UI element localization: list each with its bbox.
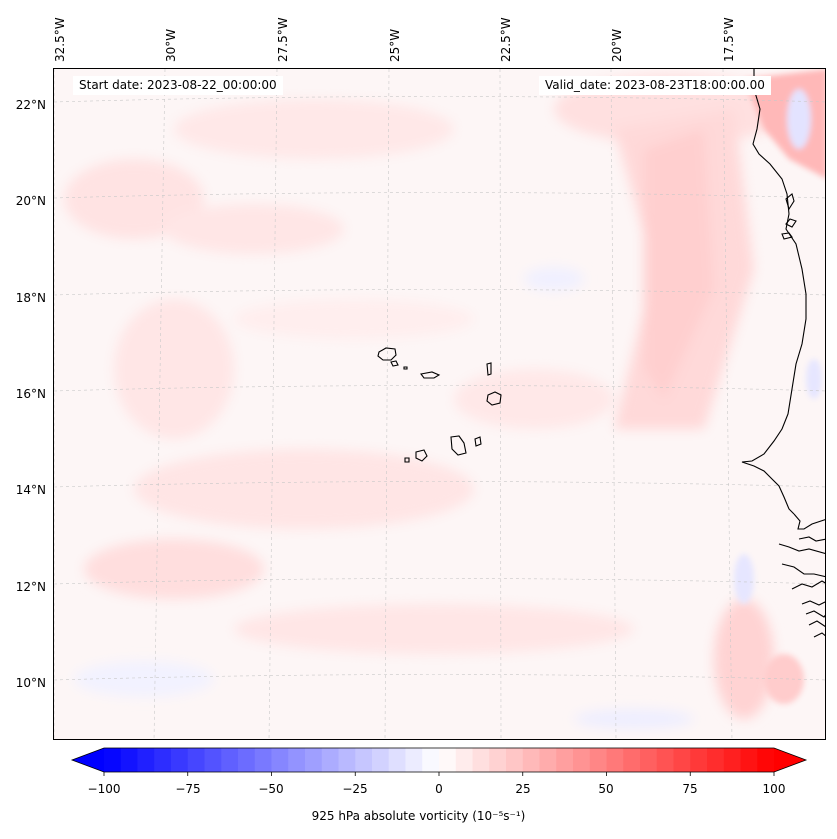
valid-date-label: Valid_date: 2023-08-23T18:00:00.00 [539, 76, 771, 95]
colorbar-cell [673, 748, 691, 772]
colorbar-tick-label: 100 [762, 782, 786, 796]
colorbar-cell [556, 748, 574, 772]
colorbar-cell [606, 748, 624, 772]
santiago-island [450, 435, 467, 456]
colorbar-tick-label: −25 [342, 782, 368, 796]
colorbar-cell [305, 748, 323, 772]
brava-island [404, 457, 410, 463]
colorbar-cell [589, 748, 608, 772]
colorbar-cell [757, 748, 775, 772]
colorbar-cell [120, 748, 139, 772]
colorbar-cell [573, 748, 591, 772]
lat-label-22n: 22°N [15, 98, 46, 112]
map-panel [53, 68, 826, 740]
colorbar-cell [422, 748, 440, 772]
colorbar-cell [539, 748, 557, 772]
colorbar-cell [623, 748, 641, 772]
colorbar-label: 925 hPa absolute vorticity (10⁻⁵s⁻¹) [0, 809, 837, 823]
colorbar-cell [472, 748, 490, 772]
colorbar-cell [723, 748, 742, 772]
colorbar-tick-label: −100 [87, 782, 121, 796]
colorbar-cell [522, 748, 541, 772]
santo-antao-island [377, 347, 397, 361]
colorbar-cell [288, 748, 306, 772]
colorbar-cells [104, 748, 775, 772]
colorbar-cell [740, 748, 758, 772]
colorbar-cell [321, 748, 340, 772]
graticule [54, 69, 825, 739]
maio-island [474, 436, 482, 447]
colorbar-cell [154, 748, 172, 772]
lat-label-10n: 10°N [15, 676, 46, 690]
colorbar-cell [439, 748, 457, 772]
colorbar-max-extend [774, 748, 806, 772]
colorbar-label-text: 925 hPa absolute vorticity [311, 809, 469, 823]
colorbar-tickmarks [103, 772, 775, 776]
colorbar-cell [707, 748, 725, 772]
colorbar-tick-label: −50 [258, 782, 284, 796]
santa-luzia-island [403, 366, 408, 370]
lat-label-12n: 12°N [15, 580, 46, 594]
colorbar-cell [405, 748, 423, 772]
colorbar-tick-label: 0 [435, 782, 443, 796]
colorbar-cell [238, 748, 256, 772]
colorbar-tick-label: 50 [598, 782, 614, 796]
west-africa-coastline [741, 69, 825, 638]
colorbar-min-extend [72, 748, 104, 772]
colorbar-cell [204, 748, 222, 772]
colorbar-cell [690, 748, 708, 772]
lat-label-14n: 14°N [15, 483, 46, 497]
start-date-label: Start date: 2023-08-22_00:00:00 [73, 76, 283, 95]
colorbar-cell [137, 748, 155, 772]
lat-label-16n: 16°N [15, 387, 46, 401]
colorbar-cell [506, 748, 524, 772]
colorbar-cell [372, 748, 390, 772]
colorbar-cell [338, 748, 356, 772]
lat-label-18n: 18°N [15, 291, 46, 305]
colorbar-label-units: (10⁻⁵s⁻¹) [472, 809, 526, 823]
colorbar-tick-label: −75 [175, 782, 201, 796]
colorbar-cell [104, 748, 122, 772]
sao-nicolau-island [420, 371, 441, 379]
sal-island [486, 362, 492, 376]
colorbar-tick-label: 25 [515, 782, 531, 796]
colorbar-cell [355, 748, 373, 772]
fogo-island [415, 449, 428, 462]
colorbar-cell [640, 748, 658, 772]
lat-label-20n: 20°N [15, 194, 46, 208]
boa-vista-island [486, 391, 502, 406]
colorbar-cell [489, 748, 507, 772]
colorbar-cell [656, 748, 675, 772]
colorbar-cell [254, 748, 273, 772]
colorbar-cell [455, 748, 474, 772]
colorbar-tick-label: 75 [682, 782, 698, 796]
colorbar-cell [221, 748, 239, 772]
sao-vicente-island [390, 360, 399, 367]
colorbar-cell [171, 748, 189, 772]
cape-verde-islands [377, 347, 502, 463]
colorbar-cell [271, 748, 289, 772]
colorbar-cell [187, 748, 206, 772]
colorbar-cell [388, 748, 407, 772]
